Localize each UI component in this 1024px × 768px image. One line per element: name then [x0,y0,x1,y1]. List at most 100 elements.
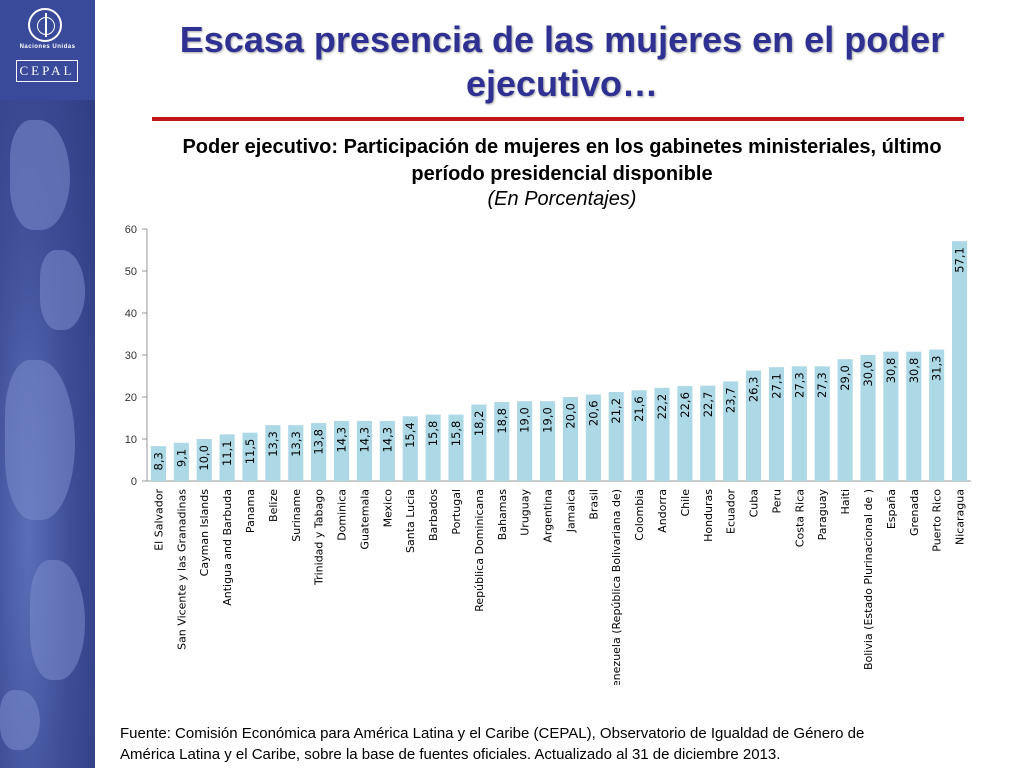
category-label: Barbados [427,489,440,541]
bar-value-label: 14,3 [380,427,394,453]
bar-value-label: 14,3 [335,427,349,453]
bar-value-label: 14,3 [357,427,371,453]
y-tick-label: 60 [125,224,137,236]
bar-value-label: 9,1 [174,449,188,467]
category-label: Colombia [633,489,646,541]
category-label: Venezuela (República Bolivariana de) [610,489,623,685]
bar-value-label: 57,1 [953,247,967,273]
bar [906,351,922,481]
logo-area: Naciones Unidas CEPAL [0,0,95,100]
category-label: Argentina [542,489,555,543]
y-tick-label: 40 [125,308,137,320]
bar-value-label: 21,6 [632,396,646,422]
bar [562,397,578,481]
bar-value-label: 19,0 [518,407,532,433]
category-label: Peru [770,489,783,514]
bar [608,391,624,481]
un-logo-text: Naciones Unidas [19,44,76,50]
bar-value-label: 11,5 [243,439,257,465]
bar-value-label: 15,4 [403,422,417,448]
category-label: Chile [679,489,692,517]
map-shape [0,690,40,750]
bar [654,387,670,481]
y-tick-label: 0 [131,476,137,488]
category-label: Antigua and Barbuda [221,489,234,606]
chart-units: (En Porcentajes) [487,188,637,210]
category-label: Costa Rica [793,489,806,547]
bar [517,401,533,481]
y-tick-label: 50 [125,266,137,278]
category-label: Suriname [290,489,303,542]
bar-chart: 0 10 20 30 40 50 60 8,3 El Salvador 9,1 San Vicent… [125,224,971,685]
category-label: Paraguay [816,489,829,541]
category-label: Andorra [656,489,669,533]
bar-value-label: 15,8 [426,421,440,447]
bar [929,349,945,481]
map-shape [40,250,85,330]
category-label: Cayman Islands [198,489,211,577]
bar [379,420,395,481]
bar-value-label: 13,8 [312,429,326,455]
map-shape [10,120,70,230]
category-label: Jamaica [564,489,577,533]
category-label: Ecuador [725,489,738,534]
bar [311,423,327,481]
bar [723,381,739,481]
cepal-logo: CEPAL [16,60,78,82]
bar-value-label: 30,8 [884,358,898,384]
bar [242,432,258,481]
bar [677,386,693,481]
bar-value-label: 23,7 [724,387,738,413]
bar [814,366,830,481]
category-label: Dominica [336,489,349,541]
y-tick-label: 30 [125,350,137,362]
bar [768,367,784,481]
category-label: Bahamas [496,489,509,540]
bar-value-label: 13,3 [266,431,280,457]
un-emblem-icon [28,8,62,42]
category-label: Nicaragua [954,489,967,545]
category-label: Panama [244,489,257,533]
category-label: República Dominicana [473,489,486,612]
category-label: Grenada [908,489,921,536]
bar [356,420,372,481]
bar-value-label: 29,0 [838,365,852,391]
category-label: Cuba [748,489,761,517]
chart-subtitle: Poder ejecutivo: Participación de mujere… [110,134,1014,188]
map-shape [30,560,85,680]
bar-value-label: 22,2 [655,394,669,420]
bar-value-label: 20,6 [586,400,600,426]
map-shape [5,360,75,520]
bar-value-label: 15,8 [449,421,463,447]
bar [952,241,968,481]
bar-value-label: 18,8 [495,408,509,434]
category-label: Honduras [702,489,715,542]
bar-value-label: 11,1 [220,440,234,466]
bar-value-label: 27,3 [792,372,806,398]
bar [265,425,281,481]
subtitle-line-1: Poder ejecutivo: Participación de mujere… [182,136,942,158]
category-label: Trinidad y Tabago [313,489,326,586]
y-tick-label: 20 [125,392,137,404]
bar [791,366,807,481]
bar-value-label: 13,3 [289,431,303,457]
bar [540,401,556,481]
bar [746,370,762,481]
bar [402,416,418,481]
sidebar-world-map [0,0,95,768]
bar [860,355,876,481]
bar [837,359,853,481]
bar-value-label: 20,0 [563,403,577,429]
title-line-2: ejecutivo… [465,63,659,104]
bar-value-label: 21,2 [609,398,623,424]
category-label: El Salvador [152,489,165,551]
bar-value-label: 30,8 [907,358,921,384]
bar-value-label: 19,0 [541,407,555,433]
bar [631,390,647,481]
bar-value-label: 26,3 [747,377,761,403]
subtitle-line-2: período presidencial disponible [411,163,713,185]
bar-value-label: 27,3 [815,372,829,398]
category-label: España [885,489,898,529]
bar [219,434,235,481]
category-label: Bolivia (Estado Plurinacional de ) [862,489,875,670]
